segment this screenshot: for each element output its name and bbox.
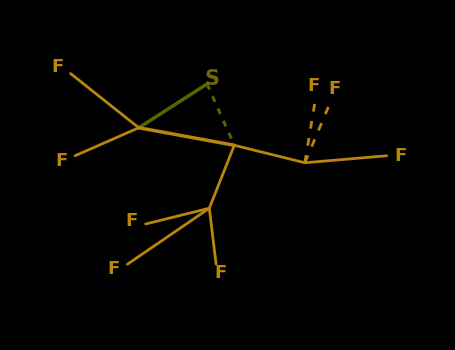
Text: F: F (308, 77, 320, 95)
Text: F: F (108, 260, 120, 279)
Text: F: F (56, 152, 67, 170)
Text: F: F (394, 147, 406, 165)
Text: F: F (215, 264, 227, 282)
Text: F: F (52, 57, 64, 76)
Text: S: S (204, 69, 219, 89)
Text: F: F (329, 80, 340, 98)
Text: F: F (126, 211, 138, 230)
